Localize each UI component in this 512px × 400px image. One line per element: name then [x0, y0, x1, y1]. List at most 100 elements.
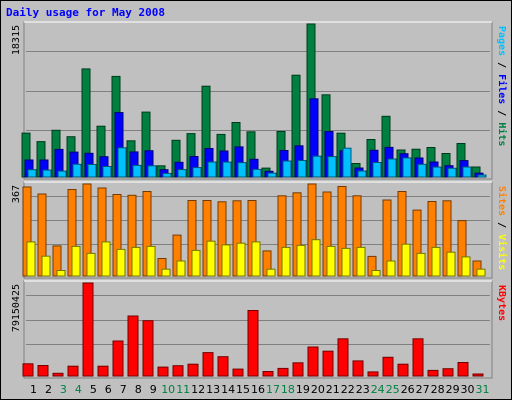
- bar-pages-9: [147, 165, 157, 178]
- legend-entry: Visits: [496, 234, 508, 270]
- bar-kbytes-25: [382, 356, 394, 377]
- x-tick-label: 17: [266, 383, 280, 396]
- bar-sites-10: [161, 268, 171, 277]
- bar-sites-16: [251, 241, 261, 277]
- bar-kbytes-8: [127, 315, 139, 377]
- bar-pages-18: [282, 160, 292, 178]
- bar-kbytes-10: [157, 366, 169, 377]
- bar-sites-31: [476, 268, 486, 277]
- bar-kbytes-9: [142, 320, 154, 377]
- bar-sites-19: [296, 244, 306, 277]
- panel-frame: [23, 21, 493, 180]
- bar-kbytes-26: [397, 363, 409, 377]
- bar-sites-12: [191, 249, 201, 277]
- bar-pages-28: [432, 166, 442, 178]
- x-tick-label: 10: [161, 383, 175, 396]
- bar-pages-17: [267, 172, 277, 178]
- bar-kbytes-23: [352, 360, 364, 377]
- bar-sites-2: [41, 255, 51, 277]
- bar-kbytes-4: [67, 365, 79, 377]
- bar-sites-18: [281, 246, 291, 277]
- bar-kbytes-28: [427, 369, 439, 377]
- bar-sites-28: [431, 246, 441, 277]
- panel-hits: 18315 Pages / Files / Hits: [11, 21, 508, 180]
- x-tick-label: 31: [476, 383, 490, 396]
- x-tick-label: 27: [416, 383, 430, 396]
- bar-sites-11: [176, 260, 186, 277]
- bar-pages-8: [132, 164, 142, 178]
- bar-sites-20: [311, 239, 321, 277]
- bar-pages-5: [87, 164, 97, 178]
- x-tick-label: 3: [60, 383, 67, 396]
- bar-kbytes-30: [457, 362, 469, 377]
- x-tick-label: 6: [105, 383, 112, 396]
- bar-kbytes-31: [472, 373, 484, 377]
- x-tick-label: 25: [386, 383, 400, 396]
- bar-kbytes-1: [22, 363, 34, 377]
- bar-kbytes-21: [322, 350, 334, 377]
- bar-kbytes-5: [82, 282, 94, 377]
- legend-kbytes: KBytes: [496, 285, 507, 321]
- bar-kbytes-11: [172, 365, 184, 377]
- axis-max-label: 79150425: [11, 284, 22, 332]
- bar-pages-10: [162, 172, 172, 178]
- bar-sites-22: [341, 247, 351, 277]
- bar-sites-7: [116, 248, 126, 277]
- bar-sites-30: [461, 256, 471, 277]
- bar-pages-27: [417, 163, 427, 178]
- bar-pages-22: [342, 147, 352, 178]
- bar-pages-1: [27, 169, 37, 178]
- bar-pages-23: [357, 170, 367, 178]
- x-tick-label: 14: [221, 383, 235, 396]
- x-tick-label: 4: [75, 383, 82, 396]
- bar-pages-24: [372, 162, 382, 178]
- bar-sites-24: [371, 270, 381, 277]
- bar-kbytes-22: [337, 338, 349, 377]
- bar-sites-29: [446, 251, 456, 277]
- bar-sites-26: [401, 243, 411, 277]
- axis-max-label: 367: [11, 185, 22, 203]
- bar-kbytes-7: [112, 340, 124, 377]
- bar-pages-12: [192, 167, 202, 178]
- bar-pages-19: [297, 160, 307, 178]
- bar-pages-4: [72, 163, 82, 178]
- bar-kbytes-19: [292, 362, 304, 377]
- bar-sites-25: [386, 260, 396, 277]
- x-axis-labels: 1 2 3 4 5 6 7 8 9 10 11 12 13 14 15 16 17 18 19 20 21 22 23 24 2…: [30, 383, 490, 396]
- bar-pages-31: [477, 174, 487, 178]
- x-tick-label: 2: [45, 383, 52, 396]
- x-tick-label: 8: [135, 383, 142, 396]
- bar-pages-29: [447, 167, 457, 178]
- bar-kbytes-6: [97, 365, 109, 377]
- bar-pages-7: [117, 147, 127, 178]
- x-tick-label: 15: [236, 383, 250, 396]
- bar-sites-4: [71, 245, 81, 277]
- legend-entry: /: [496, 104, 507, 122]
- bar-kbytes-24: [367, 371, 379, 377]
- x-tick-label: 24: [371, 383, 385, 396]
- bar-kbytes-18: [277, 367, 289, 377]
- legend-entry: Pages: [496, 26, 507, 56]
- bar-kbytes-29: [442, 368, 454, 377]
- bar-kbytes-27: [412, 338, 424, 377]
- bar-pages-26: [402, 157, 412, 178]
- x-tick-label: 28: [431, 383, 445, 396]
- legend-entry: /: [496, 216, 507, 234]
- x-tick-label: 5: [90, 383, 97, 396]
- bar-sites-3: [56, 270, 66, 277]
- x-tick-label: 16: [251, 383, 265, 396]
- bar-kbytes-15: [232, 368, 244, 377]
- legend-entry: Hits: [496, 122, 508, 146]
- bar-pages-6: [102, 166, 112, 178]
- bar-kbytes-12: [187, 363, 199, 377]
- x-tick-label: 1: [30, 383, 37, 396]
- bar-sites-21: [326, 245, 336, 277]
- bar-sites-27: [416, 252, 426, 277]
- bar-sites-17: [266, 268, 276, 277]
- bar-pages-3: [57, 170, 67, 178]
- x-tick-label: 20: [311, 383, 325, 396]
- x-tick-label: 30: [461, 383, 475, 396]
- bar-kbytes-17: [262, 371, 274, 377]
